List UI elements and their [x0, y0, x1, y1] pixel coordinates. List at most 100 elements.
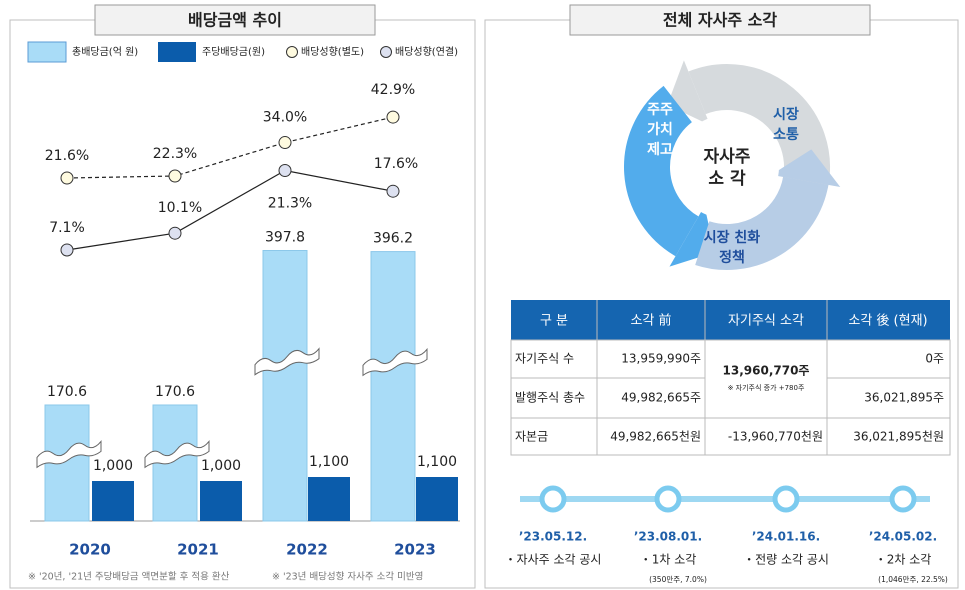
cycle-label: 시장	[773, 106, 799, 123]
payout-point	[168, 169, 182, 183]
timeline-date: ’23.05.12.	[519, 530, 587, 544]
cycle-labels: 자사주 소 각 주주 가치 제고 시장 소통 시장 친화 정책	[647, 102, 799, 266]
point-label: 21.3%	[268, 195, 312, 211]
timeline-note: (350만주, 7.0%)	[649, 575, 707, 584]
timeline-event: ・1차 소각	[640, 553, 697, 567]
legend-label: 총배당금(억 원)	[72, 46, 138, 58]
chart: 2020 2021 2022 2023 170.6 170.6 397.8 396.2 1,00…	[36, 82, 458, 559]
cycle-center: 자사주	[704, 147, 751, 167]
bar-label: 396.2	[373, 231, 413, 247]
bar-label: 1,100	[417, 454, 457, 470]
title-tab	[94, 4, 376, 36]
timeline-date: ’24.05.02.	[869, 530, 937, 544]
table-cell: 발행주식 총수	[515, 390, 585, 405]
table-cell: 49,982,665천원	[610, 429, 701, 444]
table-cell: 36,021,895주	[864, 391, 944, 405]
footnote: ※ '23년 배당성향 자사주 소각 미반영	[272, 571, 423, 583]
table-cell: 자본금	[515, 430, 548, 444]
year-label: 2023	[394, 541, 436, 559]
cycle-diagram	[624, 60, 841, 270]
legend-swatch	[286, 46, 298, 58]
payout-point	[278, 163, 292, 177]
legend-swatch	[380, 46, 392, 58]
cycle-label: 가치	[647, 122, 673, 138]
legend-label: 주당배당금(원)	[202, 46, 265, 58]
point-label: 42.9%	[371, 82, 415, 98]
payout-point	[60, 171, 74, 185]
panel-title: 전체 자사주 소각	[663, 11, 777, 30]
timeline-node	[539, 485, 567, 513]
table-cell: 13,959,990주	[621, 352, 701, 366]
payout-point	[386, 184, 400, 198]
point-label: 10.1%	[158, 200, 202, 216]
cycle-center: 소 각	[708, 169, 746, 189]
bar-label: 1,000	[93, 458, 133, 474]
timeline-event: ・자사주 소각 공시	[505, 553, 602, 567]
timeline-date: ’24.01.16.	[752, 530, 820, 544]
timeline-event: ・2차 소각	[875, 553, 932, 567]
table-header-cell: 소각 前	[630, 313, 671, 329]
payout-point	[386, 110, 400, 124]
cycle-center	[675, 115, 779, 219]
year-label: 2021	[177, 541, 219, 559]
point-label: 21.6%	[45, 148, 89, 164]
footnote: ※ '20년, '21년 주당배당금 액면분할 후 적용 환산	[28, 571, 230, 583]
table-header-cell: 구 분	[540, 314, 568, 329]
table-cell: 49,982,665주	[621, 391, 701, 405]
table-note: ※ 자기주식 증가 +780주	[728, 383, 805, 392]
table-body	[510, 339, 951, 456]
cycle-arrowhead	[771, 149, 841, 187]
year-label: 2022	[286, 541, 328, 559]
table-cell: 36,021,895천원	[853, 429, 944, 444]
timeline-node	[772, 485, 800, 513]
bar-label: 170.6	[47, 384, 87, 400]
legend-label: 배당성향(연결)	[395, 46, 458, 58]
dps-bar	[416, 477, 458, 521]
bar-label: 170.6	[155, 384, 195, 400]
cycle-arc	[695, 175, 829, 270]
total-bar	[370, 251, 416, 522]
legend-swatch	[27, 41, 67, 63]
point-label: 22.3%	[153, 146, 197, 162]
legend-label: 배당성향(별도)	[301, 46, 364, 58]
table-header	[511, 300, 950, 340]
table-cell: -13,960,770천원	[728, 429, 823, 444]
bar-label: 1,000	[201, 458, 241, 474]
table-cell: 0주	[925, 352, 944, 366]
table-cell: 13,960,770주	[723, 364, 810, 378]
timeline-date: ’23.08.01.	[634, 530, 702, 544]
table: 구 분 소각 前 자기주식 소각 소각 後 (현재) 자기주식 수 13,959…	[510, 300, 951, 456]
timeline-node	[654, 485, 682, 513]
payout-point	[60, 243, 74, 257]
year-label: 2020	[69, 541, 111, 559]
dps-bar	[200, 481, 242, 521]
axis-break	[362, 347, 428, 377]
dps-bar	[308, 477, 350, 521]
timeline-event: ・전량 소각 공시	[743, 553, 829, 567]
bar-label: 1,100	[309, 454, 349, 470]
dps-bar	[92, 481, 134, 521]
cycle-label: 정책	[719, 249, 745, 266]
payout-point	[168, 226, 182, 240]
table-cell: 자기주식 수	[515, 352, 574, 366]
bar-label: 397.8	[265, 229, 305, 245]
cycle-label: 제고	[647, 142, 673, 158]
table-header-cell: 소각 後 (현재)	[848, 314, 927, 329]
title-tab	[569, 4, 871, 36]
axis-break	[254, 347, 320, 376]
timeline-node	[889, 485, 917, 513]
legend-swatch	[158, 42, 196, 62]
point-label: 34.0%	[263, 110, 307, 126]
cycle-label: 소통	[773, 127, 799, 143]
payout-line	[66, 169, 394, 251]
timeline: ’23.05.12. ・자사주 소각 공시 ’23.08.01. ・1차 소각 (350…	[505, 485, 948, 584]
timeline-note: (1,046만주, 22.5%)	[878, 575, 948, 584]
total-bar	[262, 249, 308, 522]
cycle-label: 시장 친화	[704, 229, 761, 246]
payout-point	[278, 136, 292, 150]
point-label: 7.1%	[49, 220, 85, 236]
point-label: 17.6%	[374, 156, 418, 172]
cycle-label: 주주	[647, 102, 673, 118]
table-header-cell: 자기주식 소각	[728, 314, 804, 329]
